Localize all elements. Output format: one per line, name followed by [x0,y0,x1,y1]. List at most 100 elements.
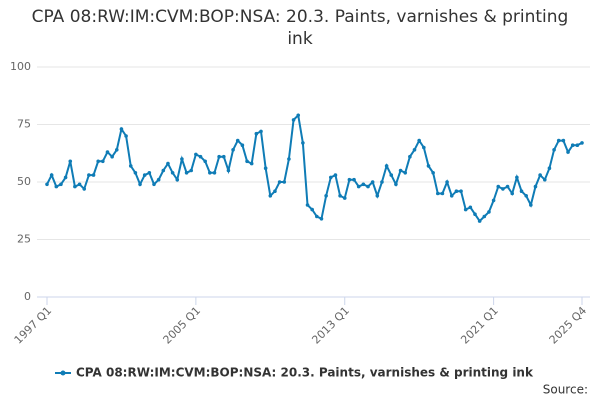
data-point [152,182,156,187]
data-point [96,159,100,164]
data-point [440,191,445,196]
data-point [435,191,440,196]
data-point [287,157,291,161]
data-point [198,154,203,159]
data-point [542,177,547,182]
data-point [161,168,166,173]
data-point [221,154,226,159]
legend-marker [60,370,66,376]
data-point [477,219,482,223]
data-point [282,180,287,184]
x-tick-label: 2013 Q1 [309,304,352,347]
data-point [352,177,356,182]
series-line [46,113,583,223]
data-point [301,141,305,145]
data-point [459,189,463,193]
y-tick-label: 75 [17,118,31,131]
data-point [361,182,366,187]
data-point [319,217,324,221]
data-point [370,180,375,184]
data-point [147,171,152,175]
data-point [501,187,505,191]
data-point [561,138,566,143]
data-point [249,161,254,166]
data-point [431,171,435,175]
data-point [124,134,128,138]
data-point [212,171,217,175]
data-point [552,148,556,152]
data-point [422,145,426,150]
data-point [59,182,63,187]
data-point [189,168,194,173]
data-point [375,194,380,198]
data-point [114,148,119,152]
data-point [468,205,473,210]
data-point [473,212,477,216]
data-point [333,173,338,177]
data-point [133,171,138,175]
data-point [394,182,398,187]
data-point [482,214,487,219]
data-point [156,177,161,182]
source: Source: [543,383,588,397]
data-point [342,196,347,200]
data-point [217,154,221,159]
data-point [403,171,408,175]
data-point [496,184,501,189]
data-point [254,131,259,136]
data-point [538,173,542,177]
data-point [570,143,575,147]
data-point [366,184,370,189]
data-point [142,173,147,177]
data-point [305,203,310,207]
data-point [487,210,491,214]
y-tick-label: 0 [24,290,31,303]
data-point [110,154,114,159]
data-point [77,182,82,187]
data-point [226,168,231,173]
data-point [263,166,268,170]
data-point [324,194,328,198]
data-point [519,189,524,193]
data-point [408,154,412,159]
data-point [510,191,515,196]
data-point [575,143,580,147]
data-point [384,164,389,168]
data-point [119,127,124,131]
data-point [240,143,245,147]
data-point [208,171,212,175]
data-point [166,161,170,166]
data-point [54,184,59,189]
data-point [277,180,282,184]
legend-label: CPA 08:RW:IM:CVM:BOP:NSA: 20.3. Paints, … [76,366,534,380]
data-point [273,189,277,193]
data-point [194,152,198,157]
x-tick-label: 2025 Q4 [547,304,590,347]
data-point [245,159,249,164]
data-point [268,194,273,198]
data-point [328,175,333,180]
data-point [580,141,584,145]
data-point [105,150,110,154]
data-point [417,138,421,143]
data-point [175,177,180,182]
data-point [426,164,431,168]
y-tick-label: 25 [17,233,31,246]
data-point [49,173,54,177]
data-point [138,182,142,187]
data-point [231,148,235,152]
data-point [128,164,133,168]
data-point [338,194,342,198]
data-point [91,173,96,177]
data-point [356,184,361,189]
data-point [259,129,263,134]
data-point [547,166,552,170]
data-point [170,171,175,175]
x-tick-label: 2005 Q1 [161,304,204,347]
data-point [68,159,73,164]
data-point [87,173,91,177]
data-point [398,168,403,173]
data-point [296,113,301,118]
data-point [291,118,296,122]
